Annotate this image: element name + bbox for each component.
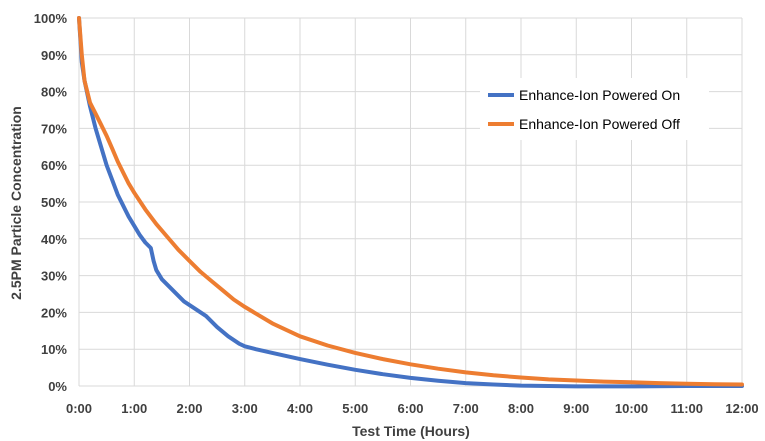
y-axis-title: 2.5PM Particle Concentration: [8, 106, 24, 300]
y-tick-label: 70%: [41, 121, 67, 136]
x-tick-label: 11:00: [670, 401, 703, 416]
x-tick-label: 2:00: [176, 401, 202, 416]
series-lines: [77, 16, 744, 389]
y-tick-label: 60%: [41, 158, 67, 173]
gridlines: [78, 17, 743, 387]
legend-label-powered-off: Enhance-Ion Powered Off: [519, 116, 680, 132]
x-tick-label: 7:00: [453, 401, 479, 416]
legend-label-powered-on: Enhance-Ion Powered On: [519, 87, 680, 103]
y-tick-label: 30%: [41, 269, 67, 284]
x-tick-label: 5:00: [342, 401, 368, 416]
y-tick-label: 0%: [48, 379, 67, 394]
y-tick-label: 90%: [41, 48, 67, 63]
legend-box: [480, 78, 709, 140]
x-tick-label: 8:00: [508, 401, 534, 416]
x-tick-label: 3:00: [232, 401, 258, 416]
y-tick-label: 40%: [41, 232, 67, 247]
y-axis-tick-labels: 0% 10% 20% 30% 40% 50% 60% 70% 80% 90% 100%: [34, 11, 68, 394]
series-line-powered-on: [77, 16, 744, 389]
y-tick-label: 80%: [41, 85, 67, 100]
x-tick-label: 1:00: [121, 401, 147, 416]
y-tick-label: 20%: [41, 305, 67, 320]
x-tick-label: 6:00: [397, 401, 423, 416]
y-tick-label: 100%: [34, 11, 68, 26]
legend: Enhance-Ion Powered On Enhance-Ion Power…: [480, 78, 709, 140]
y-tick-label: 50%: [41, 195, 67, 210]
x-tick-label: 12:00: [725, 401, 758, 416]
x-tick-label: 9:00: [563, 401, 589, 416]
x-tick-label: 4:00: [287, 401, 313, 416]
x-axis-tick-labels: 0:00 1:00 2:00 3:00 4:00 5:00 6:00 7:00 8:00 9:00…: [66, 401, 759, 416]
x-tick-label: 10:00: [615, 401, 648, 416]
y-tick-label: 10%: [41, 342, 67, 357]
x-axis-title: Test Time (Hours): [352, 423, 470, 439]
x-tick-label: 0:00: [66, 401, 92, 416]
series-line-powered-off: [77, 16, 744, 387]
